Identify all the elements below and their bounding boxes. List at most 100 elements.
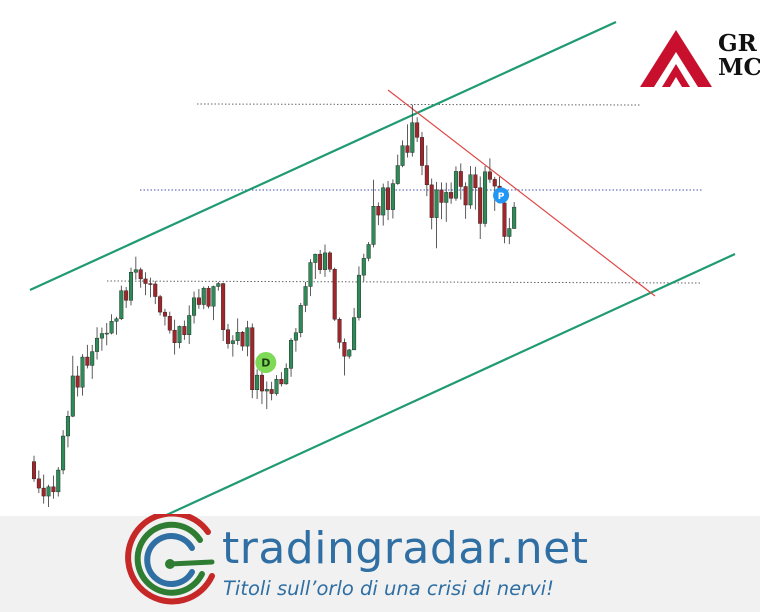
- candle-body: [36, 478, 41, 489]
- candle-body: [235, 332, 240, 341]
- candle: [162, 308, 167, 326]
- candle-body: [192, 297, 197, 316]
- candlestick-series: [32, 104, 517, 507]
- channel-upper-line: [29, 20, 617, 292]
- candle: [395, 154, 400, 185]
- candle: [216, 281, 221, 291]
- candle-body: [434, 189, 439, 218]
- candle-body: [41, 487, 46, 497]
- candle-body: [313, 253, 318, 263]
- candle-body: [390, 183, 395, 210]
- candle-body: [187, 315, 192, 335]
- candle-body: [371, 206, 376, 245]
- candle-body: [492, 179, 497, 187]
- candle: [46, 484, 51, 507]
- candle-body: [201, 287, 206, 305]
- candle: [429, 178, 434, 230]
- candle-body: [381, 187, 386, 216]
- candle-body: [420, 137, 425, 166]
- candle: [80, 354, 85, 396]
- candle-body: [99, 333, 104, 339]
- candle: [352, 307, 357, 351]
- candle-body: [327, 252, 332, 270]
- candle-body: [332, 269, 337, 320]
- candle: [114, 316, 119, 335]
- horizontal-levels: [106, 103, 703, 284]
- event-marker: D: [255, 352, 277, 373]
- candle-body: [386, 187, 391, 210]
- candle: [206, 286, 211, 309]
- candle: [250, 323, 255, 399]
- candle: [332, 267, 337, 321]
- candle: [400, 140, 405, 168]
- candle: [225, 323, 230, 349]
- candle-body: [250, 327, 255, 391]
- candle: [36, 470, 41, 494]
- candle-body: [259, 374, 264, 392]
- candle-body: [356, 274, 361, 318]
- candle: [279, 372, 284, 387]
- candle: [158, 294, 163, 316]
- candle-body: [424, 165, 429, 186]
- candle: [65, 410, 70, 448]
- candle: [211, 285, 216, 321]
- candle: [240, 331, 245, 351]
- support-level-line: [106, 280, 701, 284]
- candle: [390, 179, 395, 219]
- candle: [458, 163, 463, 200]
- candle-body: [502, 202, 507, 237]
- candle-body: [366, 244, 371, 259]
- candle: [347, 349, 352, 359]
- event-marker-dot: [493, 187, 510, 204]
- candle-body: [444, 192, 449, 203]
- candle-body: [478, 187, 483, 224]
- candle: [478, 176, 483, 240]
- candle: [187, 305, 192, 345]
- candle-body: [323, 252, 328, 270]
- candle: [128, 267, 133, 306]
- candle: [167, 311, 172, 334]
- candle-body: [415, 122, 420, 138]
- candle-body: [32, 461, 37, 480]
- candle: [192, 291, 197, 324]
- candle-body: [284, 368, 289, 385]
- candle-body: [167, 316, 172, 331]
- candle: [449, 182, 454, 204]
- candle: [182, 320, 187, 340]
- candle-body: [337, 319, 342, 343]
- brand-tagline: Titoli sull’orlo di una crisi di nervi!: [223, 577, 554, 600]
- candle: [196, 289, 201, 309]
- candle-body: [245, 327, 250, 347]
- candle: [342, 338, 347, 376]
- candle-body: [308, 262, 313, 287]
- candle: [61, 430, 66, 475]
- candle: [221, 282, 226, 342]
- candle-body: [177, 326, 182, 343]
- candle: [473, 166, 478, 210]
- candle-body: [240, 332, 245, 347]
- candle-body: [429, 184, 434, 218]
- tradingradar-logo-icon: [125, 514, 215, 605]
- candle: [381, 183, 386, 226]
- event-marker-dot: [255, 352, 277, 373]
- candle: [41, 474, 46, 504]
- candle-body: [61, 435, 66, 471]
- candle-body: [400, 145, 405, 166]
- candle-body: [463, 186, 468, 206]
- candle: [259, 369, 264, 405]
- candle-body: [119, 290, 124, 320]
- candle: [361, 253, 366, 282]
- candle-body: [221, 283, 226, 330]
- candle: [70, 355, 75, 418]
- company-logo-line2: MC: [718, 54, 760, 81]
- candle: [133, 256, 138, 280]
- candle-body: [148, 283, 153, 285]
- candle: [245, 320, 250, 357]
- brand-name: tradingradar.net: [222, 523, 589, 574]
- candle-body: [395, 165, 400, 184]
- candle: [235, 318, 240, 345]
- candle-body: [133, 269, 138, 273]
- candle-body: [473, 174, 478, 188]
- candle-body: [279, 379, 284, 385]
- candle: [201, 286, 206, 310]
